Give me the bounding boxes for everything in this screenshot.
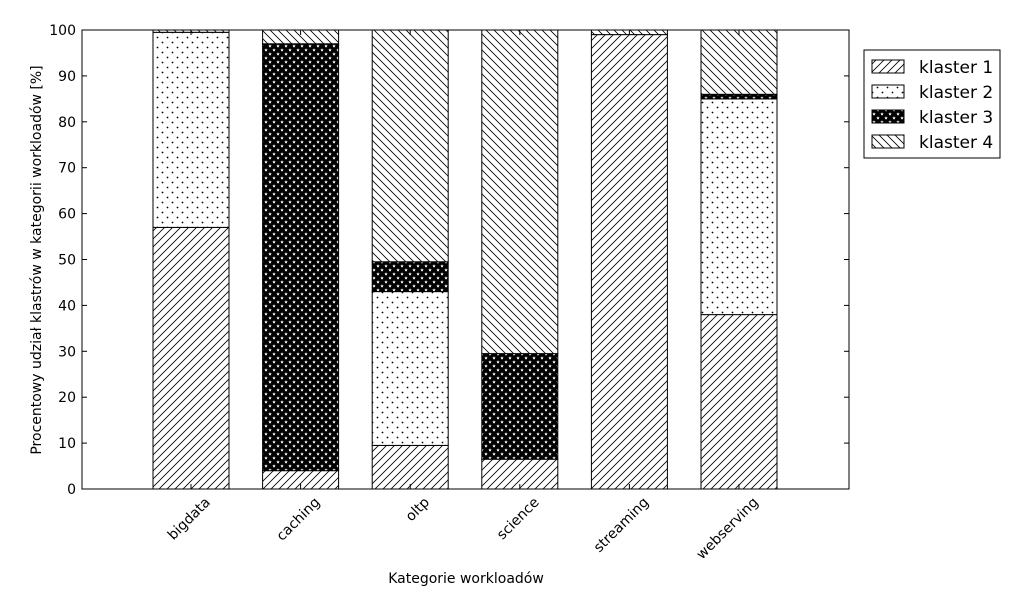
y-tick-label-80: 80: [58, 115, 76, 131]
legend-swatch-series-3: [871, 109, 905, 124]
y-tick-label-40: 40: [58, 298, 76, 314]
bar-streaming-series-1: [590, 34, 668, 490]
bar-oltp-series-3: [371, 261, 449, 293]
legend-swatch-series-1: [871, 59, 905, 74]
bar-caching-series-3: [262, 43, 340, 472]
x-tick-label-streaming: streaming: [591, 495, 652, 556]
x-tick-label-webserving: webserving: [694, 495, 762, 563]
y-axis-title: Procentowy udział klastrów w kategorii w…: [29, 65, 45, 454]
y-tick-label-60: 60: [58, 207, 76, 223]
legend-label-series-3: klaster 3: [919, 108, 993, 128]
legend-label-series-2: klaster 2: [919, 83, 993, 103]
x-axis-title: Kategorie workloadów: [388, 571, 544, 587]
y-tick-label-100: 100: [49, 23, 76, 39]
bar-science-series-3: [481, 353, 559, 460]
x-axis: bigdata caching oltp science streaming webser…: [165, 30, 762, 563]
bar-oltp-series-4: [371, 29, 449, 263]
y-tick-label-10: 10: [58, 436, 76, 452]
bar-webserving-series-3: [700, 93, 778, 100]
legend-swatch-series-2: [871, 84, 905, 99]
plot-area: [81, 29, 850, 490]
bar-webserving-series-4: [700, 29, 778, 95]
legend-label-series-4: klaster 4: [919, 133, 993, 153]
y-axis: 0 10 20 30 40 50 60 70 80 90 100: [49, 23, 849, 498]
bar-bigdata-series-1: [152, 226, 230, 490]
y-tick-label-90: 90: [58, 69, 76, 85]
x-tick-label-bigdata: bigdata: [165, 495, 214, 544]
y-tick-label-70: 70: [58, 161, 76, 177]
legend-label-series-1: klaster 1: [919, 58, 993, 78]
bar-webserving-series-2: [700, 98, 778, 316]
bar-bigdata-series-2: [152, 31, 230, 228]
bar-webserving-series-1: [700, 314, 778, 490]
legend-swatch-series-4: [871, 134, 905, 149]
bar-oltp-series-1: [371, 444, 449, 490]
x-tick-label-science: science: [494, 495, 543, 544]
bar-oltp-series-2: [371, 291, 449, 446]
y-tick-label-0: 0: [67, 482, 76, 498]
bar-science-series-4: [481, 29, 559, 355]
x-tick-label-caching: caching: [274, 495, 324, 545]
x-tick-label-oltp: oltp: [403, 494, 433, 524]
y-tick-label-30: 30: [58, 344, 76, 360]
y-tick-label-20: 20: [58, 390, 76, 406]
y-tick-label-50: 50: [58, 253, 76, 269]
legend: klaster 1 klaster 2 klaster 3 klaster 4: [863, 49, 1001, 159]
